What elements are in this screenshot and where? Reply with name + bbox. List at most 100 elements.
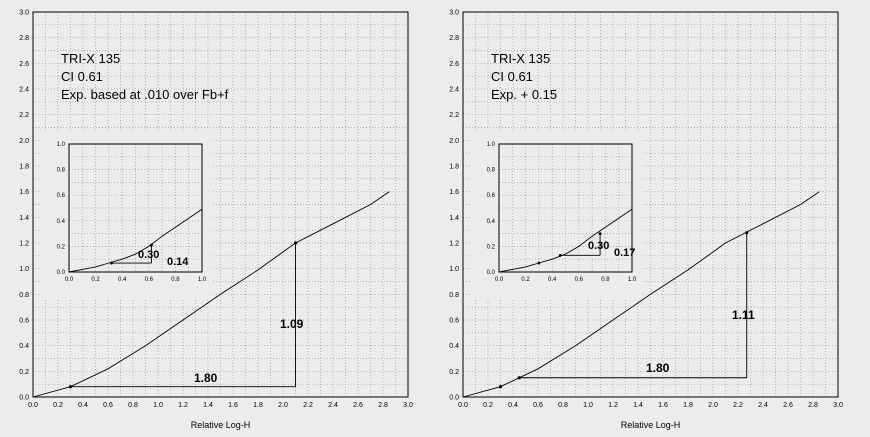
x-axis-label: Relative Log-H [621, 420, 681, 430]
inset-x-tick-label: 0.0 [65, 277, 74, 283]
main-y-tick-label: 3.0 [19, 10, 29, 17]
inset-y-tick-label: 0.8 [57, 168, 66, 174]
main-x-tick-label: 2.6 [783, 402, 793, 409]
main-x-tick-label: 1.6 [228, 402, 238, 409]
chart-right: 0.0 0.2 0.4 0.6 0.8 1.0 1.2 1.4 1.6 1.8 2.0 2.2 2.4 2… [449, 10, 843, 431]
main-x-tick-label: 2.4 [328, 402, 338, 409]
inset-key-point [150, 243, 153, 247]
main-y-tick-label: 2.6 [449, 61, 459, 68]
main-y-tick-label: 2.6 [19, 61, 29, 68]
annotation-line: CI 0.61 [491, 69, 533, 84]
inset-key-point [598, 232, 602, 236]
main-x-tick-label: 1.6 [658, 402, 668, 409]
main-x-tick-label: 0.2 [483, 402, 493, 409]
key-point [745, 231, 749, 235]
inset-frame [498, 143, 633, 273]
x-axis-label: Relative Log-H [191, 420, 251, 430]
main-x-tick-label: 1.0 [153, 402, 163, 409]
main-x-tick-label: 1.8 [683, 402, 693, 409]
inset-y-tick-label: 0.4 [57, 219, 66, 225]
main-y-tick-label: 2.4 [19, 87, 29, 94]
main-x-tick-label: 2.8 [808, 402, 818, 409]
series-line [32, 191, 390, 398]
main-y-tick-label: 1.4 [449, 215, 459, 222]
main-x-tick-label: 0.4 [508, 402, 518, 409]
inset-x-tick-label: 0.2 [521, 277, 530, 283]
inset-x-tick-label: 1.0 [628, 277, 637, 283]
main-x-tick-label: 1.4 [203, 402, 213, 409]
key-point [293, 241, 298, 245]
inset-frame [68, 143, 203, 273]
main-y-tick-label: 0.4 [449, 343, 459, 350]
rise-label: 1.09 [280, 317, 304, 331]
main-x-tick-label: 2.0 [708, 402, 718, 409]
main-x-tick-label: 0.8 [128, 402, 138, 409]
inset-x-tick-label: 0.8 [171, 277, 180, 283]
main-y-tick-label: 2.0 [19, 138, 29, 145]
main-x-tick-label: 0.4 [78, 402, 88, 409]
inset-y-tick-label: 0.8 [487, 168, 496, 174]
main-y-tick-label: 0.6 [449, 318, 459, 325]
main-x-tick-label: 0.6 [533, 402, 543, 409]
annotation-line: CI 0.61 [61, 69, 103, 84]
inset-run-label: 0.30 [588, 240, 609, 252]
inset-y-tick-label: 1.0 [57, 142, 66, 148]
key-point [498, 385, 503, 389]
main-x-tick-label: 1.8 [253, 402, 263, 409]
main-y-tick-label: 0.2 [19, 369, 29, 376]
chart-left: 0.0 0.2 0.4 0.6 0.8 1.0 1.2 1.4 1.6 1.8 2.0 2.2 2.4 2… [19, 10, 413, 431]
inset-x-tick-label: 0.4 [548, 277, 557, 283]
main-x-tick-label: 3.0 [833, 402, 843, 409]
inset-y-tick-label: 0.2 [57, 244, 66, 250]
main-x-tick-label: 0.6 [103, 402, 113, 409]
main-frame [32, 11, 409, 398]
main-y-tick-label: 2.0 [449, 138, 459, 145]
key-point [68, 385, 73, 389]
inset-y-tick-label: 0.6 [487, 193, 496, 199]
inset-x-tick-label: 0.8 [601, 277, 610, 283]
main-x-tick-label: 0.8 [558, 402, 568, 409]
main-y-tick-label: 2.2 [19, 112, 29, 119]
inset-key-point [110, 261, 113, 265]
main-y-tick-label: 2.8 [449, 35, 459, 42]
main-y-tick-label: 0.2 [449, 369, 459, 376]
main-y-tick-label: 1.2 [19, 241, 29, 248]
inset-series-line [498, 208, 633, 273]
main-x-tick-label: 0.2 [53, 402, 63, 409]
inset-x-tick-label: 0.4 [118, 277, 127, 283]
run-label: 1.80 [646, 361, 670, 375]
inset-y-tick-label: 0.4 [487, 219, 496, 225]
main-y-tick-label: 0.8 [449, 292, 459, 299]
inset-rise-label: 0.17 [614, 247, 635, 259]
main-x-tick-label: 2.0 [278, 402, 288, 409]
main-x-tick-label: 0.0 [458, 402, 468, 409]
main-y-tick-label: 1.8 [19, 164, 29, 171]
annotation-line: TRI-X 135 [61, 51, 120, 66]
main-y-tick-label: 2.8 [19, 35, 29, 42]
main-y-tick-label: 0.4 [19, 343, 29, 350]
main-y-tick-label: 2.2 [449, 112, 459, 119]
inset-x-tick-label: 0.2 [91, 277, 100, 283]
main-x-tick-label: 1.2 [608, 402, 618, 409]
main-x-tick-label: 3.0 [403, 402, 413, 409]
main-x-tick-label: 1.4 [633, 402, 643, 409]
inset-y-tick-label: 0.2 [487, 244, 496, 250]
main-x-tick-label: 1.2 [178, 402, 188, 409]
main-y-tick-label: 1.8 [449, 164, 459, 171]
inset-y-tick-label: 0.0 [487, 270, 496, 276]
main-y-tick-label: 1.0 [449, 266, 459, 273]
main-x-tick-label: 2.6 [353, 402, 363, 409]
main-x-tick-label: 2.2 [303, 402, 313, 409]
inset-x-tick-label: 0.0 [495, 277, 504, 283]
main-x-tick-label: 2.4 [758, 402, 768, 409]
main-y-tick-label: 1.0 [19, 266, 29, 273]
annotation-line: Exp. based at .010 over Fb+f [61, 87, 229, 102]
inset-y-tick-label: 1.0 [487, 142, 496, 148]
inset-x-tick-label: 0.6 [145, 277, 154, 283]
main-y-tick-label: 3.0 [449, 10, 459, 17]
main-x-tick-label: 2.2 [733, 402, 743, 409]
inset-x-tick-label: 0.6 [575, 277, 584, 283]
inset-y-tick-label: 0.6 [57, 193, 66, 199]
main-x-tick-label: 2.8 [378, 402, 388, 409]
